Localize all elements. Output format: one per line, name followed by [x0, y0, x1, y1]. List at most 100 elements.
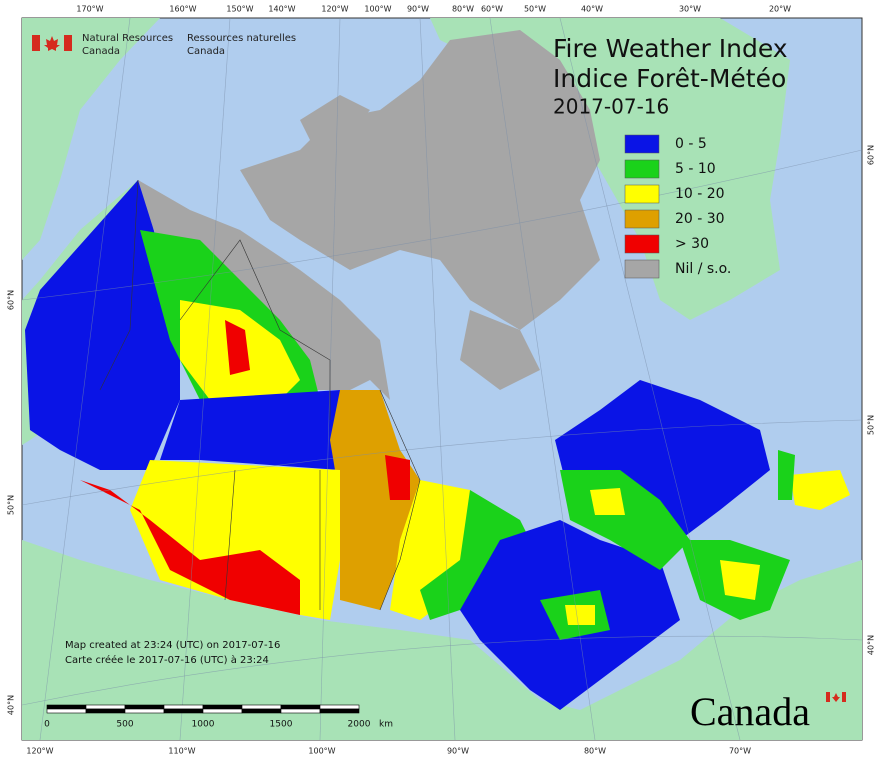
scale-segment	[85, 704, 126, 710]
scale-segment	[202, 708, 243, 714]
org-fr: Ressources naturelles	[187, 33, 296, 44]
legend-label: 20 - 30	[675, 211, 725, 227]
scale-segment	[241, 704, 282, 710]
scale-segment	[124, 708, 165, 714]
scale-label: 0	[44, 720, 50, 730]
coordinate-labels: 170°W 160°W 150°W 140°W 120°W 100°W 90°W 80°W 60…	[7, 5, 876, 756]
map-date: 2017-07-16	[553, 95, 669, 119]
graticule	[179, 17, 231, 741]
scale-segment	[163, 704, 204, 710]
nunavut-mainland	[138, 180, 390, 400]
legend: 0 - 5 5 - 10 10 - 20 20 - 30 > 30 Nil / s.o.	[624, 134, 731, 279]
fwi-region	[720, 560, 760, 600]
longitude-label: 40°W	[581, 5, 603, 14]
longitude-label: 80°W	[452, 5, 474, 14]
legend-label: 0 - 5	[675, 136, 707, 152]
longitude-label: 120°W	[26, 747, 53, 756]
province-border	[99, 179, 421, 611]
canada-wordmark: Canada	[690, 689, 810, 734]
fwi-region	[225, 320, 250, 375]
arctic-archipelago	[240, 30, 600, 330]
greenland	[430, 18, 790, 320]
baffin-island	[460, 310, 540, 390]
scale-segment	[46, 704, 87, 710]
longitude-label: 20°W	[769, 5, 791, 14]
flag-bar	[64, 35, 72, 51]
scale-label: 2000	[348, 720, 371, 730]
wordmark-leaf	[832, 693, 840, 702]
longitude-label: 120°W	[321, 5, 348, 14]
latitude-label: 60°N	[867, 145, 876, 165]
longitude-label: 90°W	[407, 5, 429, 14]
longitude-label: 170°W	[76, 5, 103, 14]
united-states	[22, 540, 862, 740]
longitude-label: 90°W	[447, 747, 469, 756]
legend-label: 10 - 20	[675, 186, 725, 202]
hudson-bay	[400, 380, 490, 470]
arctic-island	[300, 95, 370, 140]
legend-swatch	[624, 159, 660, 179]
scale-segment	[280, 704, 321, 710]
title-en: Fire Weather Index	[553, 34, 788, 63]
longitude-label: 140°W	[268, 5, 295, 14]
org-en: Natural Resources	[82, 33, 173, 44]
wordmark-flag	[842, 692, 846, 702]
fwi-region	[590, 488, 625, 515]
graticule	[559, 17, 741, 741]
latitude-label: 50°N	[7, 495, 16, 515]
legend-swatch	[624, 134, 660, 154]
fwi-region	[565, 605, 595, 625]
longitude-label: 100°W	[308, 747, 335, 756]
fwi-region	[790, 470, 850, 510]
legend-label: Nil / s.o.	[675, 261, 731, 277]
fwi-region	[778, 450, 795, 500]
graticule	[489, 17, 596, 741]
legend-swatch	[624, 184, 660, 204]
credit-en: Map created at 23:24 (UTC) on 2017-07-16	[65, 640, 280, 651]
scale-segment	[319, 704, 360, 710]
scale-segment	[241, 708, 282, 714]
longitude-label: 60°W	[481, 5, 503, 14]
org-en: Canada	[82, 46, 120, 57]
longitude-label: 30°W	[679, 5, 701, 14]
scale-unit: km	[379, 720, 393, 730]
longitude-label: 100°W	[364, 5, 391, 14]
legend-swatch	[624, 259, 660, 279]
longitude-label: 70°W	[729, 747, 751, 756]
scale-label: 1500	[270, 720, 293, 730]
legend-label: 5 - 10	[675, 161, 716, 177]
legend-swatch	[624, 209, 660, 229]
fwi-region	[385, 455, 410, 500]
fwi-region	[160, 390, 360, 470]
longitude-label: 150°W	[226, 5, 253, 14]
latitude-label: 40°N	[7, 695, 16, 715]
longitude-label: 110°W	[168, 747, 195, 756]
legend-swatch	[624, 234, 660, 254]
org-fr: Canada	[187, 46, 225, 57]
maple-leaf	[44, 36, 60, 51]
scale-segment	[163, 708, 204, 714]
scale-segment	[46, 708, 87, 714]
scale-segment	[319, 708, 360, 714]
graticule	[419, 17, 456, 741]
scale-segment	[202, 704, 243, 710]
scale-bar: 0 500 1000 1500 2000 km	[44, 704, 393, 730]
flag-bar	[32, 35, 40, 51]
wordmark-flag	[826, 692, 830, 702]
latitude-label: 50°N	[867, 415, 876, 435]
fwi-region	[25, 180, 180, 470]
scale-segment	[280, 708, 321, 714]
longitude-label: 80°W	[584, 747, 606, 756]
legend-label: > 30	[675, 236, 709, 252]
scale-label: 1000	[192, 720, 215, 730]
scale-label: 500	[116, 720, 133, 730]
latitude-label: 40°N	[867, 635, 876, 655]
longitude-label: 50°W	[524, 5, 546, 14]
graticule	[39, 17, 131, 741]
fwi-region	[80, 480, 300, 615]
scale-segment	[124, 704, 165, 710]
credit-fr: Carte créée le 2017-07-16 (UTC) à 23:24	[65, 654, 269, 666]
graticule	[21, 635, 863, 706]
fwi-region	[330, 390, 420, 610]
